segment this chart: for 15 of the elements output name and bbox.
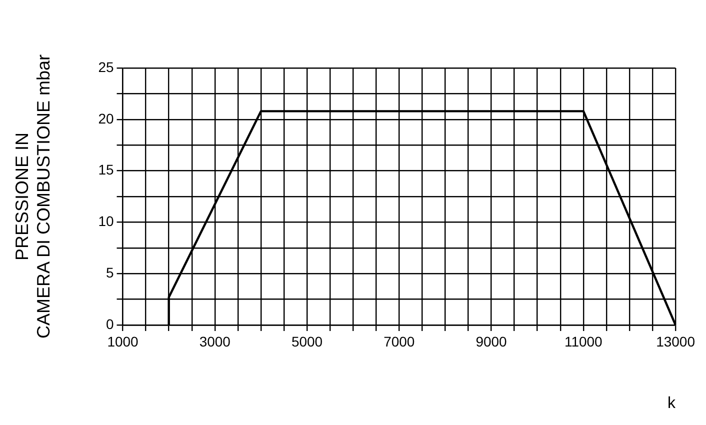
x-tick-label: 3000 [199, 333, 231, 350]
y-tick-label: 15 [98, 162, 114, 178]
x-tick-label: 11000 [564, 333, 603, 350]
y-tick-label: 10 [98, 213, 114, 230]
y-tick-label: 20 [98, 110, 114, 126]
y-tick-label: 25 [98, 58, 114, 75]
x-tick-label: 13000 [656, 333, 696, 350]
y-axis-title: PRESSIONE IN CAMERA DI COMBUSTIONE mbar [12, 54, 54, 339]
x-tick-label: 7000 [384, 333, 415, 350]
y-tick-label: 0 [106, 316, 114, 332]
x-tick-label: 9000 [476, 333, 508, 350]
x-tick-label: 5000 [291, 333, 323, 350]
y-tick-label: 5 [106, 264, 114, 280]
x-tick-label: 1000 [107, 333, 139, 350]
x-axis-title: k [668, 394, 677, 412]
